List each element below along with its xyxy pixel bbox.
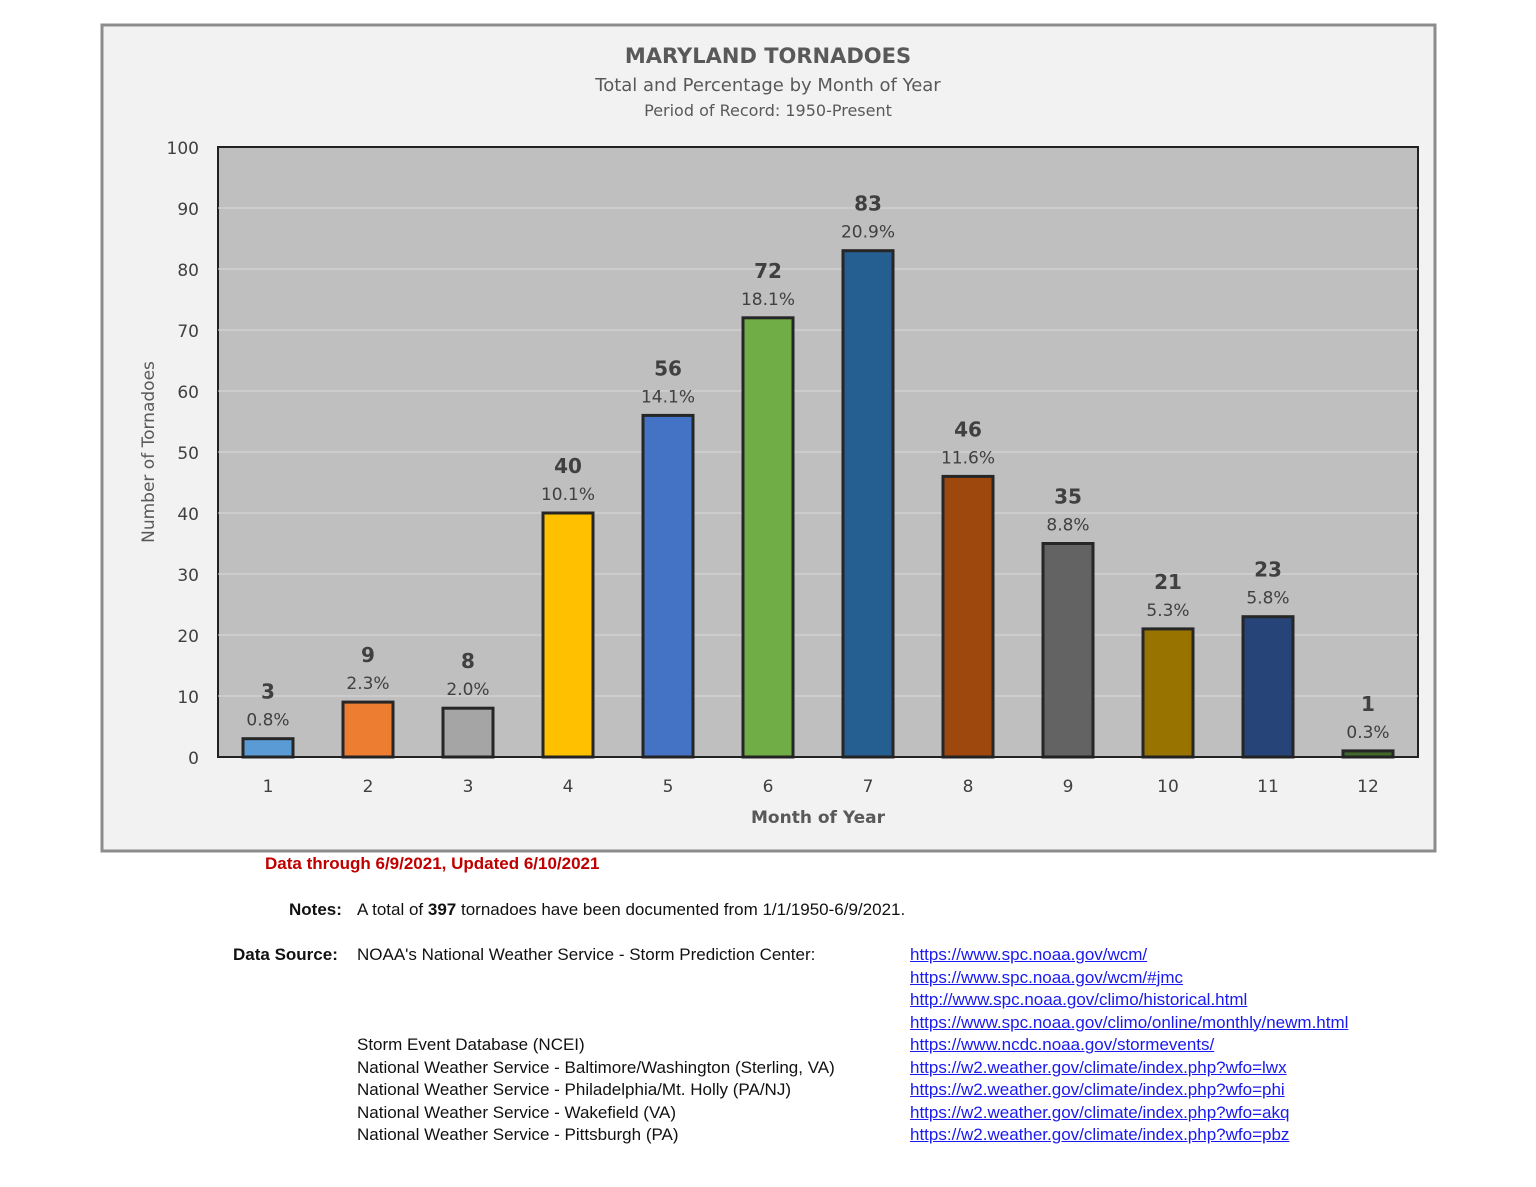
bar-month-2 [341,700,395,759]
value-label: 9 [361,643,375,667]
x-tick-label: 4 [563,777,574,797]
y-tick-label: 0 [188,749,199,769]
source-link[interactable]: http://www.spc.noaa.gov/climo/historical… [910,990,1248,1009]
source-link[interactable]: https://www.spc.noaa.gov/wcm/ [910,945,1148,964]
x-tick-label: 3 [463,777,474,797]
percent-label: 2.0% [446,680,489,700]
bar-month-6 [741,316,795,759]
value-label: 8 [461,649,475,673]
bar-month-10 [1141,627,1195,759]
source-name: Storm Event Database (NCEI) [357,1035,585,1054]
y-tick-label: 60 [177,383,199,403]
value-label: 56 [654,356,682,380]
y-tick-label: 80 [177,261,199,281]
bar-month-7 [841,249,895,759]
notes-post: tornadoes have been documented from 1/1/… [456,900,906,919]
y-tick-label: 90 [177,200,199,220]
y-tick-label: 40 [177,505,199,525]
bar-month-9 [1041,542,1095,759]
source-name: National Weather Service - Pittsburgh (P… [357,1125,679,1144]
x-tick-label: 8 [963,777,974,797]
value-label: 83 [854,192,882,216]
y-tick-label: 10 [177,688,199,708]
source-link[interactable]: https://www.spc.noaa.gov/wcm/#jmc [910,967,1184,987]
percent-label: 18.1% [741,290,795,310]
percent-label: 0.8% [246,711,289,731]
x-tick-label: 10 [1157,777,1179,797]
bar-month-8 [941,474,995,759]
value-label: 1 [1361,692,1375,716]
percent-label: 8.8% [1046,516,1089,536]
percent-label: 11.6% [941,448,995,468]
x-tick-label: 1 [263,777,274,797]
y-tick-label: 50 [177,444,199,464]
source-link[interactable]: https://www.spc.noaa.gov/climo/online/mo… [910,1012,1349,1032]
value-label: 21 [1154,570,1182,594]
bar-month-11 [1241,615,1295,759]
value-label: 23 [1254,558,1282,582]
value-label: 35 [1054,485,1082,509]
bar-chart: 0 10 20 30 40 50 60 70 80 90 100 3 0.8% 1 9 2.3% 2 8 2.0%… [100,23,1437,853]
data-source-label: Data Source: [233,945,338,964]
percent-label: 5.3% [1146,601,1189,621]
y-tick-label: 20 [177,627,199,647]
chart-subtitle-period: Period of Record: 1950-Present [644,101,892,120]
x-tick-label: 11 [1257,777,1279,797]
notes-total: 397 [427,900,457,919]
percent-label: 14.1% [641,387,695,407]
bar-month-4 [541,511,595,759]
x-tick-label: 5 [663,777,674,797]
percent-label: 2.3% [346,674,389,694]
value-label: 40 [554,454,582,478]
source-name: National Weather Service - Philadelphia/… [357,1080,791,1099]
updated-note: Data through 6/9/2021, Updated 6/10/2021 [265,854,600,873]
percent-label: 5.8% [1246,589,1289,609]
x-tick-label: 12 [1357,777,1379,797]
bar-month-3 [441,706,495,759]
source-name: National Weather Service - Wakefield (VA… [357,1102,677,1122]
x-axis-label: Month of Year [751,808,886,828]
notes-pre: A total of [357,900,428,919]
x-tick-label: 2 [363,777,374,797]
value-label: 72 [754,259,782,283]
y-axis-label: Number of Tornadoes [139,361,159,543]
y-tick-label: 70 [177,322,199,342]
source-link[interactable]: https://w2.weather.gov/climate/index.php… [910,1057,1287,1077]
source-name: NOAA's National Weather Service - Storm … [357,945,816,964]
source-link[interactable]: https://w2.weather.gov/climate/index.php… [910,1102,1290,1122]
source-link[interactable]: https://w2.weather.gov/climate/index.php… [910,1125,1290,1144]
percent-label: 0.3% [1346,723,1389,743]
notes-text: A total of 397 tornadoes have been docum… [357,900,905,920]
source-name: National Weather Service - Baltimore/Was… [357,1057,835,1077]
x-tick-label: 9 [1063,777,1074,797]
source-link[interactable]: https://www.ncdc.noaa.gov/stormevents/ [910,1035,1215,1054]
percent-label: 20.9% [841,223,895,243]
x-tick-label: 7 [863,777,874,797]
chart-title: MARYLAND TORNADOES [625,44,911,68]
value-label: 3 [261,680,275,704]
y-tick-label: 30 [177,566,199,586]
chart-subtitle: Total and Percentage by Month of Year [594,75,941,96]
y-tick-label: 100 [167,139,199,159]
notes-label: Notes: [289,900,342,919]
x-tick-label: 6 [763,777,774,797]
bar-month-5 [641,413,695,759]
percent-label: 10.1% [541,485,595,505]
source-link[interactable]: https://w2.weather.gov/climate/index.php… [910,1080,1285,1099]
bar-month-1 [241,737,295,759]
value-label: 46 [954,417,982,441]
